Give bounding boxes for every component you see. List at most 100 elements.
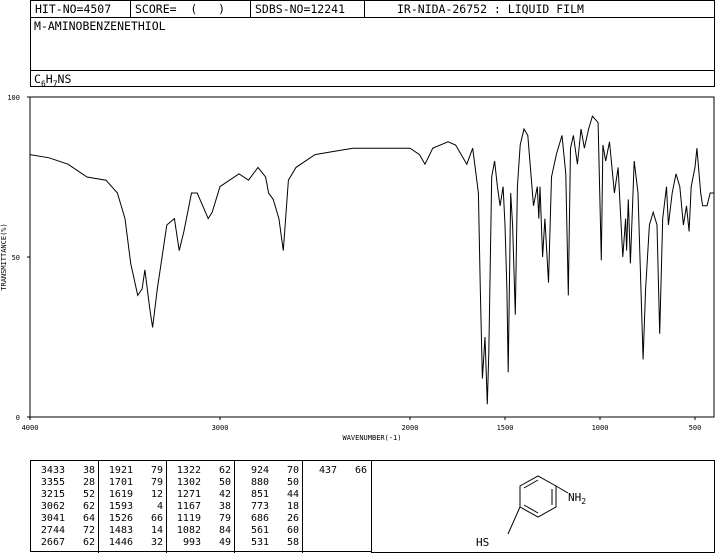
- peak-transmittance: 4: [156, 501, 163, 512]
- peak-row: 437 66: [303, 465, 373, 477]
- plot-frame: [29, 96, 715, 418]
- peak-column: 1921 79 1701 79 1619 12 1593 4 1526 66 1483 14 1446 3…: [99, 461, 167, 553]
- peak-row: 1483 14: [99, 525, 166, 537]
- header-bar: HIT-NO=4507 SCORE= ( ) SDBS-NO=12241 IR-…: [30, 0, 715, 18]
- peak-row: 531 58: [235, 537, 302, 549]
- peak-wavenumber: 1119: [176, 513, 201, 524]
- peak-wavenumber: 1271: [176, 489, 201, 500]
- peak-column: 3433 38 3355 28 3215 52 3062 62 3041 64 2744 72 2667…: [31, 461, 99, 553]
- peak-transmittance: 79: [218, 513, 231, 524]
- peak-row: 1119 79: [167, 513, 234, 525]
- peak-transmittance: 26: [286, 513, 299, 524]
- peak-wavenumber: 993: [182, 537, 201, 548]
- peak-row: 561 60: [235, 525, 302, 537]
- structure-box: NH2 HS: [371, 460, 715, 553]
- peak-wavenumber: 3433: [40, 465, 65, 476]
- x-tick-label: 4000: [22, 424, 39, 432]
- peak-wavenumber: 924: [250, 465, 269, 476]
- peak-row: 773 18: [235, 501, 302, 513]
- peak-wavenumber: 2667: [40, 537, 65, 548]
- peak-row: 851 44: [235, 489, 302, 501]
- peak-wavenumber: 437: [318, 465, 337, 476]
- peak-transmittance: 79: [150, 477, 163, 488]
- peak-transmittance: 84: [218, 525, 231, 536]
- amino-group-label: NH2: [568, 491, 586, 506]
- peak-row: 3062 62: [31, 501, 98, 513]
- peak-wavenumber: 3041: [40, 513, 65, 524]
- peak-wavenumber: 1483: [108, 525, 133, 536]
- peak-column: 437 66: [303, 461, 373, 553]
- hit-number: HIT-NO=4507: [35, 2, 112, 16]
- peak-row: 3215 52: [31, 489, 98, 501]
- peak-wavenumber: 1701: [108, 477, 133, 488]
- peak-wavenumber: 2744: [40, 525, 65, 536]
- peak-row: 1593 4: [99, 501, 166, 513]
- peak-transmittance: 79: [150, 465, 163, 476]
- x-tick-label: 1500: [497, 424, 514, 432]
- peak-wavenumber: 1082: [176, 525, 201, 536]
- peak-row: 880 50: [235, 477, 302, 489]
- peak-row: 1167 38: [167, 501, 234, 513]
- peak-row: 3355 28: [31, 477, 98, 489]
- peak-wavenumber: 1167: [176, 501, 201, 512]
- peak-row: 1619 12: [99, 489, 166, 501]
- peak-row: 3041 64: [31, 513, 98, 525]
- peak-wavenumber: 1526: [108, 513, 133, 524]
- peak-column: 1322 62 1302 50 1271 42 1167 38 1119 79 1082 84 993 4…: [167, 461, 235, 553]
- y-tick-label: 100: [7, 94, 20, 102]
- peak-transmittance: 58: [286, 537, 299, 548]
- x-axis-ticks: 4000 3000 2000 1500 1000 500: [22, 417, 702, 432]
- peak-transmittance: 50: [218, 477, 231, 488]
- peak-transmittance: 72: [82, 525, 95, 536]
- peak-transmittance: 42: [218, 489, 231, 500]
- molecular-formula: C6H7NS: [34, 72, 72, 89]
- peak-transmittance: 28: [82, 477, 95, 488]
- peak-column: 924 70 880 50 851 44 773 18 686 26 561 60 531 58: [235, 461, 303, 553]
- score: SCORE= ( ): [135, 2, 226, 16]
- peak-wavenumber: 3355: [40, 477, 65, 488]
- peak-row: 1701 79: [99, 477, 166, 489]
- y-tick-label: 50: [12, 254, 20, 262]
- peak-wavenumber: 3215: [40, 489, 65, 500]
- peak-transmittance: 62: [218, 465, 231, 476]
- peak-row: 1526 66: [99, 513, 166, 525]
- peak-row: 993 49: [167, 537, 234, 549]
- x-axis-label: WAVENUMBER(-1): [342, 434, 401, 442]
- peak-transmittance: 52: [82, 489, 95, 500]
- peak-transmittance: 14: [150, 525, 163, 536]
- sdbs-number: SDBS-NO=12241: [255, 2, 346, 16]
- peak-row: 924 70: [235, 465, 302, 477]
- compound-name: M-AMINOBENZENETHIOL: [34, 19, 166, 33]
- y-axis-label: TRANSMITTANCE(%): [0, 223, 8, 290]
- y-tick-label: 0: [16, 414, 20, 422]
- peak-transmittance: 70: [286, 465, 299, 476]
- peak-transmittance: 32: [150, 537, 163, 548]
- peak-wavenumber: 1322: [176, 465, 201, 476]
- peak-wavenumber: 686: [250, 513, 269, 524]
- peak-row: 1271 42: [167, 489, 234, 501]
- peak-transmittance: 18: [286, 501, 299, 512]
- peak-wavenumber: 773: [250, 501, 269, 512]
- peak-transmittance: 50: [286, 477, 299, 488]
- peak-row: 1921 79: [99, 465, 166, 477]
- peak-transmittance: 60: [286, 525, 299, 536]
- peak-wavenumber: 531: [250, 537, 269, 548]
- peak-row: 686 26: [235, 513, 302, 525]
- x-tick-label: 1000: [592, 424, 609, 432]
- peak-wavenumber: 1593: [108, 501, 133, 512]
- peak-row: 3433 38: [31, 465, 98, 477]
- x-tick-label: 3000: [212, 424, 229, 432]
- x-tick-label: 500: [689, 424, 702, 432]
- peak-row: 1446 32: [99, 537, 166, 549]
- peak-transmittance: 62: [82, 537, 95, 548]
- peak-wavenumber: 1446: [108, 537, 133, 548]
- peak-row: 1302 50: [167, 477, 234, 489]
- peak-row: 1082 84: [167, 525, 234, 537]
- peak-transmittance: 49: [218, 537, 231, 548]
- peak-wavenumber: 1619: [108, 489, 133, 500]
- y-axis-ticks: 0 50 100: [7, 94, 30, 422]
- peak-wavenumber: 1302: [176, 477, 201, 488]
- peak-transmittance: 62: [82, 501, 95, 512]
- x-tick-label: 2000: [402, 424, 419, 432]
- peak-row: 1322 62: [167, 465, 234, 477]
